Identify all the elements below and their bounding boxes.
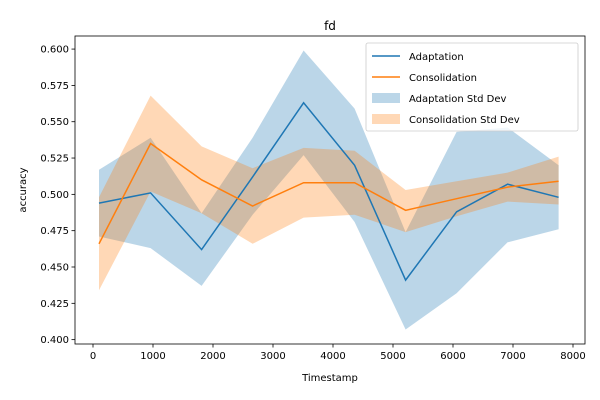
x-axis-label: Timestamp	[301, 373, 358, 384]
y-tick-label: 0.600	[40, 45, 69, 56]
x-axis: 0 1000 2000 3000 4000 5000 6000 7000 8000	[90, 344, 586, 362]
y-axis-label: accuracy	[18, 167, 29, 212]
y-tick-label: 0.575	[40, 81, 69, 92]
std-band-consolidation	[99, 95, 559, 291]
series-line-adaptation	[98, 101, 559, 282]
y-axis: 0.400 0.425 0.450 0.475 0.500 0.525 0.550 0.575…	[40, 45, 75, 346]
legend-box	[365, 42, 579, 132]
legend-label-consolidation-std: Consolidation Std Dev	[409, 115, 520, 126]
x-tick-label: 2000	[200, 351, 225, 362]
std-bands	[99, 50, 559, 330]
legend-swatch-adaptation-std	[372, 93, 400, 103]
x-tick-label: 4000	[320, 351, 345, 362]
x-tick-label: 6000	[440, 351, 465, 362]
chart-title: fd	[324, 19, 336, 33]
x-tick-label: 5000	[380, 351, 405, 362]
x-tick-label: 7000	[500, 351, 525, 362]
y-tick-label: 0.400	[40, 335, 69, 346]
plot-frame	[74, 35, 586, 345]
x-tick-label: 8000	[560, 351, 585, 362]
series-lines	[98, 101, 559, 282]
y-tick-label: 0.525	[40, 154, 69, 165]
x-tick-label: 0	[90, 351, 96, 362]
legend-label-adaptation: Adaptation	[409, 52, 464, 63]
legend-label-adaptation-std: Adaptation Std Dev	[409, 94, 507, 105]
x-tick-label: 1000	[140, 351, 165, 362]
y-tick-label: 0.550	[40, 117, 69, 128]
y-tick-label: 0.425	[40, 299, 69, 310]
legend-swatch-consolidation-std	[372, 114, 400, 124]
y-tick-label: 0.475	[40, 226, 69, 237]
x-tick-label: 3000	[260, 351, 285, 362]
std-band-adaptation	[99, 50, 559, 330]
series-line-consolidation	[98, 142, 559, 245]
y-tick-label: 0.450	[40, 263, 69, 274]
y-tick-label: 0.500	[40, 190, 69, 201]
legend: Adaptation Consolidation Adaptation Std …	[365, 42, 579, 132]
legend-label-consolidation: Consolidation	[409, 73, 477, 84]
